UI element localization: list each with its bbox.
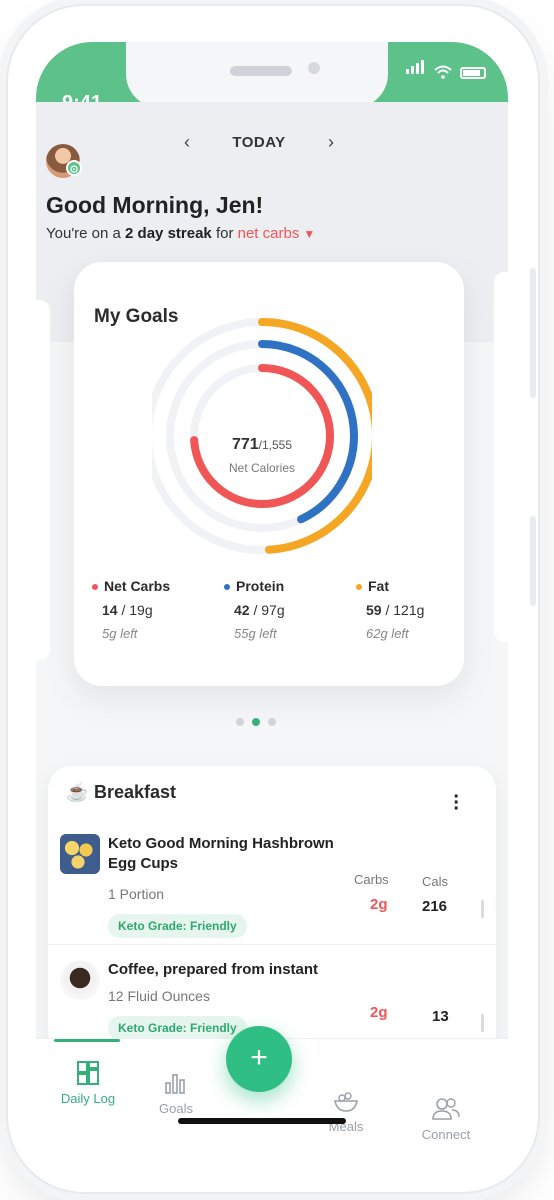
tab-meals[interactable]: Meals	[306, 1091, 386, 1134]
chevron-right-icon[interactable]: ›	[327, 132, 334, 152]
streak-mid: for	[211, 225, 238, 242]
divider	[48, 944, 496, 945]
app-screen: 9:41 ⚙ ‹ TODAY › Good Morni	[36, 42, 508, 1170]
macro-value: 42	[234, 602, 250, 618]
streak-prefix: You're on a	[46, 225, 126, 242]
food-item[interactable]: Coffee, prepared from instant 12 Fluid O…	[48, 960, 496, 1060]
macro-name: Fat	[368, 578, 389, 594]
net-calories-label: Net Calories	[228, 461, 296, 475]
gear-icon[interactable]: ⚙	[66, 160, 82, 176]
carbs-value: 2g	[370, 896, 388, 913]
side-button-lower	[530, 516, 536, 606]
people-icon	[432, 1098, 460, 1120]
tab-label: Connect	[421, 1127, 471, 1142]
macro-remaining: 5g left	[102, 626, 138, 641]
macro-name: Net Carbs	[104, 578, 171, 594]
streak-metric-dropdown[interactable]: net carbs	[237, 225, 300, 242]
dot-icon	[92, 584, 98, 591]
goals-title: My Goals	[94, 306, 179, 327]
macro-summary: Net Carbs 14 / 19g 5g left Protein 42 / …	[92, 578, 452, 641]
greeting-title: Good Morning, Jen!	[46, 192, 264, 218]
goals-rings: 771/1,555 Net Calories	[144, 318, 380, 558]
side-button	[530, 268, 536, 398]
my-goals-card[interactable]: My Goals 771/1,555 Net Calories Net Carb…	[74, 262, 464, 686]
phone-frame: 9:41 ⚙ ‹ TODAY › Good Morni	[6, 4, 540, 1194]
ring-net-carbs	[190, 364, 334, 508]
macro-value: 59	[366, 602, 382, 618]
battery-icon	[460, 67, 486, 79]
home-indicator[interactable]	[178, 1118, 346, 1124]
net-calories-value: 771/1,555	[152, 436, 372, 454]
food-name: Coffee, prepared from instant	[108, 961, 319, 978]
card-pager[interactable]	[236, 718, 276, 726]
food-quantity: 1 Portion	[108, 886, 165, 902]
calories-consumed: 771	[231, 436, 259, 453]
keto-grade-badge: Keto Grade: Friendly	[108, 914, 247, 938]
speaker	[230, 66, 292, 76]
tab-label: Goals	[159, 1101, 193, 1116]
more-options-icon[interactable]: · · ·	[453, 786, 460, 820]
pager-dot[interactable]	[268, 718, 276, 726]
chevron-left-icon[interactable]: ‹	[184, 132, 190, 152]
pager-dot[interactable]	[236, 718, 244, 726]
add-food-button[interactable]: +	[226, 1026, 292, 1092]
food-thumbnail	[60, 960, 100, 1000]
macro-value: 14	[102, 602, 118, 618]
meals-bowl-icon	[334, 1092, 358, 1112]
bar-chart-icon	[165, 1074, 185, 1094]
food-quantity: 12 Fluid Ounces	[108, 988, 210, 1004]
calories-value: 216	[422, 898, 448, 915]
macro-protein: Protein 42 / 97g 55g left	[224, 578, 344, 641]
keto-grade-badge: Keto Grade: Friendly	[108, 1016, 247, 1040]
dot-icon	[356, 584, 362, 591]
carbs-column-header: Carbs	[354, 872, 389, 887]
calories-value: 13	[432, 1008, 449, 1025]
macro-goal: / 97g	[249, 602, 285, 618]
drag-handle[interactable]	[481, 1014, 484, 1032]
macro-remaining: 62g left	[366, 626, 409, 641]
wifi-icon	[434, 65, 452, 79]
food-name: Keto Good Morning Hashbrown Egg Cups	[108, 835, 334, 872]
tab-label: Daily Log	[60, 1091, 116, 1106]
coffee-cup-icon: ☕	[66, 782, 89, 802]
streak-text: You're on a 2 day streak for net carbs ▼	[46, 225, 315, 242]
caret-down-icon[interactable]: ▼	[303, 227, 316, 241]
drag-handle[interactable]	[481, 900, 484, 918]
signal-icon	[406, 60, 426, 79]
food-item[interactable]: Keto Good Morning Hashbrown Egg Cups 1 P…	[48, 834, 496, 938]
date-navigator: ‹ TODAY ›	[184, 132, 334, 153]
front-camera	[308, 62, 320, 74]
active-tab-indicator	[54, 1039, 120, 1042]
food-thumbnail	[60, 834, 100, 874]
pager-dot-active[interactable]	[252, 718, 260, 726]
macro-net-carbs: Net Carbs 14 / 19g 5g left	[92, 578, 212, 641]
macro-goal: / 121g	[381, 602, 425, 618]
carbs-value: 2g	[370, 1004, 388, 1021]
tab-daily-log[interactable]: Daily Log	[48, 1061, 128, 1106]
daily-log-icon	[77, 1061, 99, 1085]
ring-protein	[166, 340, 358, 532]
next-card-peek[interactable]	[494, 272, 508, 642]
dot-icon	[224, 584, 230, 591]
meal-title: Breakfast	[94, 782, 177, 802]
tab-goals[interactable]: Goals	[136, 1071, 216, 1116]
status-icons	[406, 60, 486, 79]
tab-connect[interactable]: Connect	[406, 1097, 486, 1142]
calories-goal: /1,555	[258, 438, 293, 452]
cals-column-header: Cals	[422, 874, 449, 889]
macro-fat: Fat 59 / 121g 62g left	[356, 578, 452, 641]
previous-card-peek[interactable]	[36, 300, 50, 660]
date-label[interactable]: TODAY	[232, 134, 286, 151]
streak-count: 2 day streak	[125, 225, 212, 242]
macro-goal: / 19g	[117, 602, 153, 618]
macro-name: Protein	[236, 578, 285, 594]
macro-remaining: 55g left	[234, 626, 277, 641]
